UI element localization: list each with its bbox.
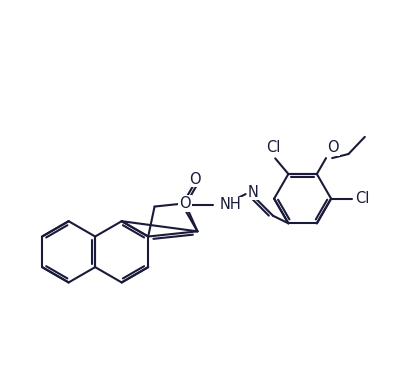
Text: O: O	[327, 140, 339, 155]
Text: O: O	[179, 196, 191, 211]
Text: NH: NH	[220, 197, 241, 212]
Text: N: N	[248, 185, 259, 200]
Text: Cl: Cl	[266, 140, 280, 155]
Text: Cl: Cl	[355, 191, 369, 206]
Text: O: O	[189, 172, 201, 186]
